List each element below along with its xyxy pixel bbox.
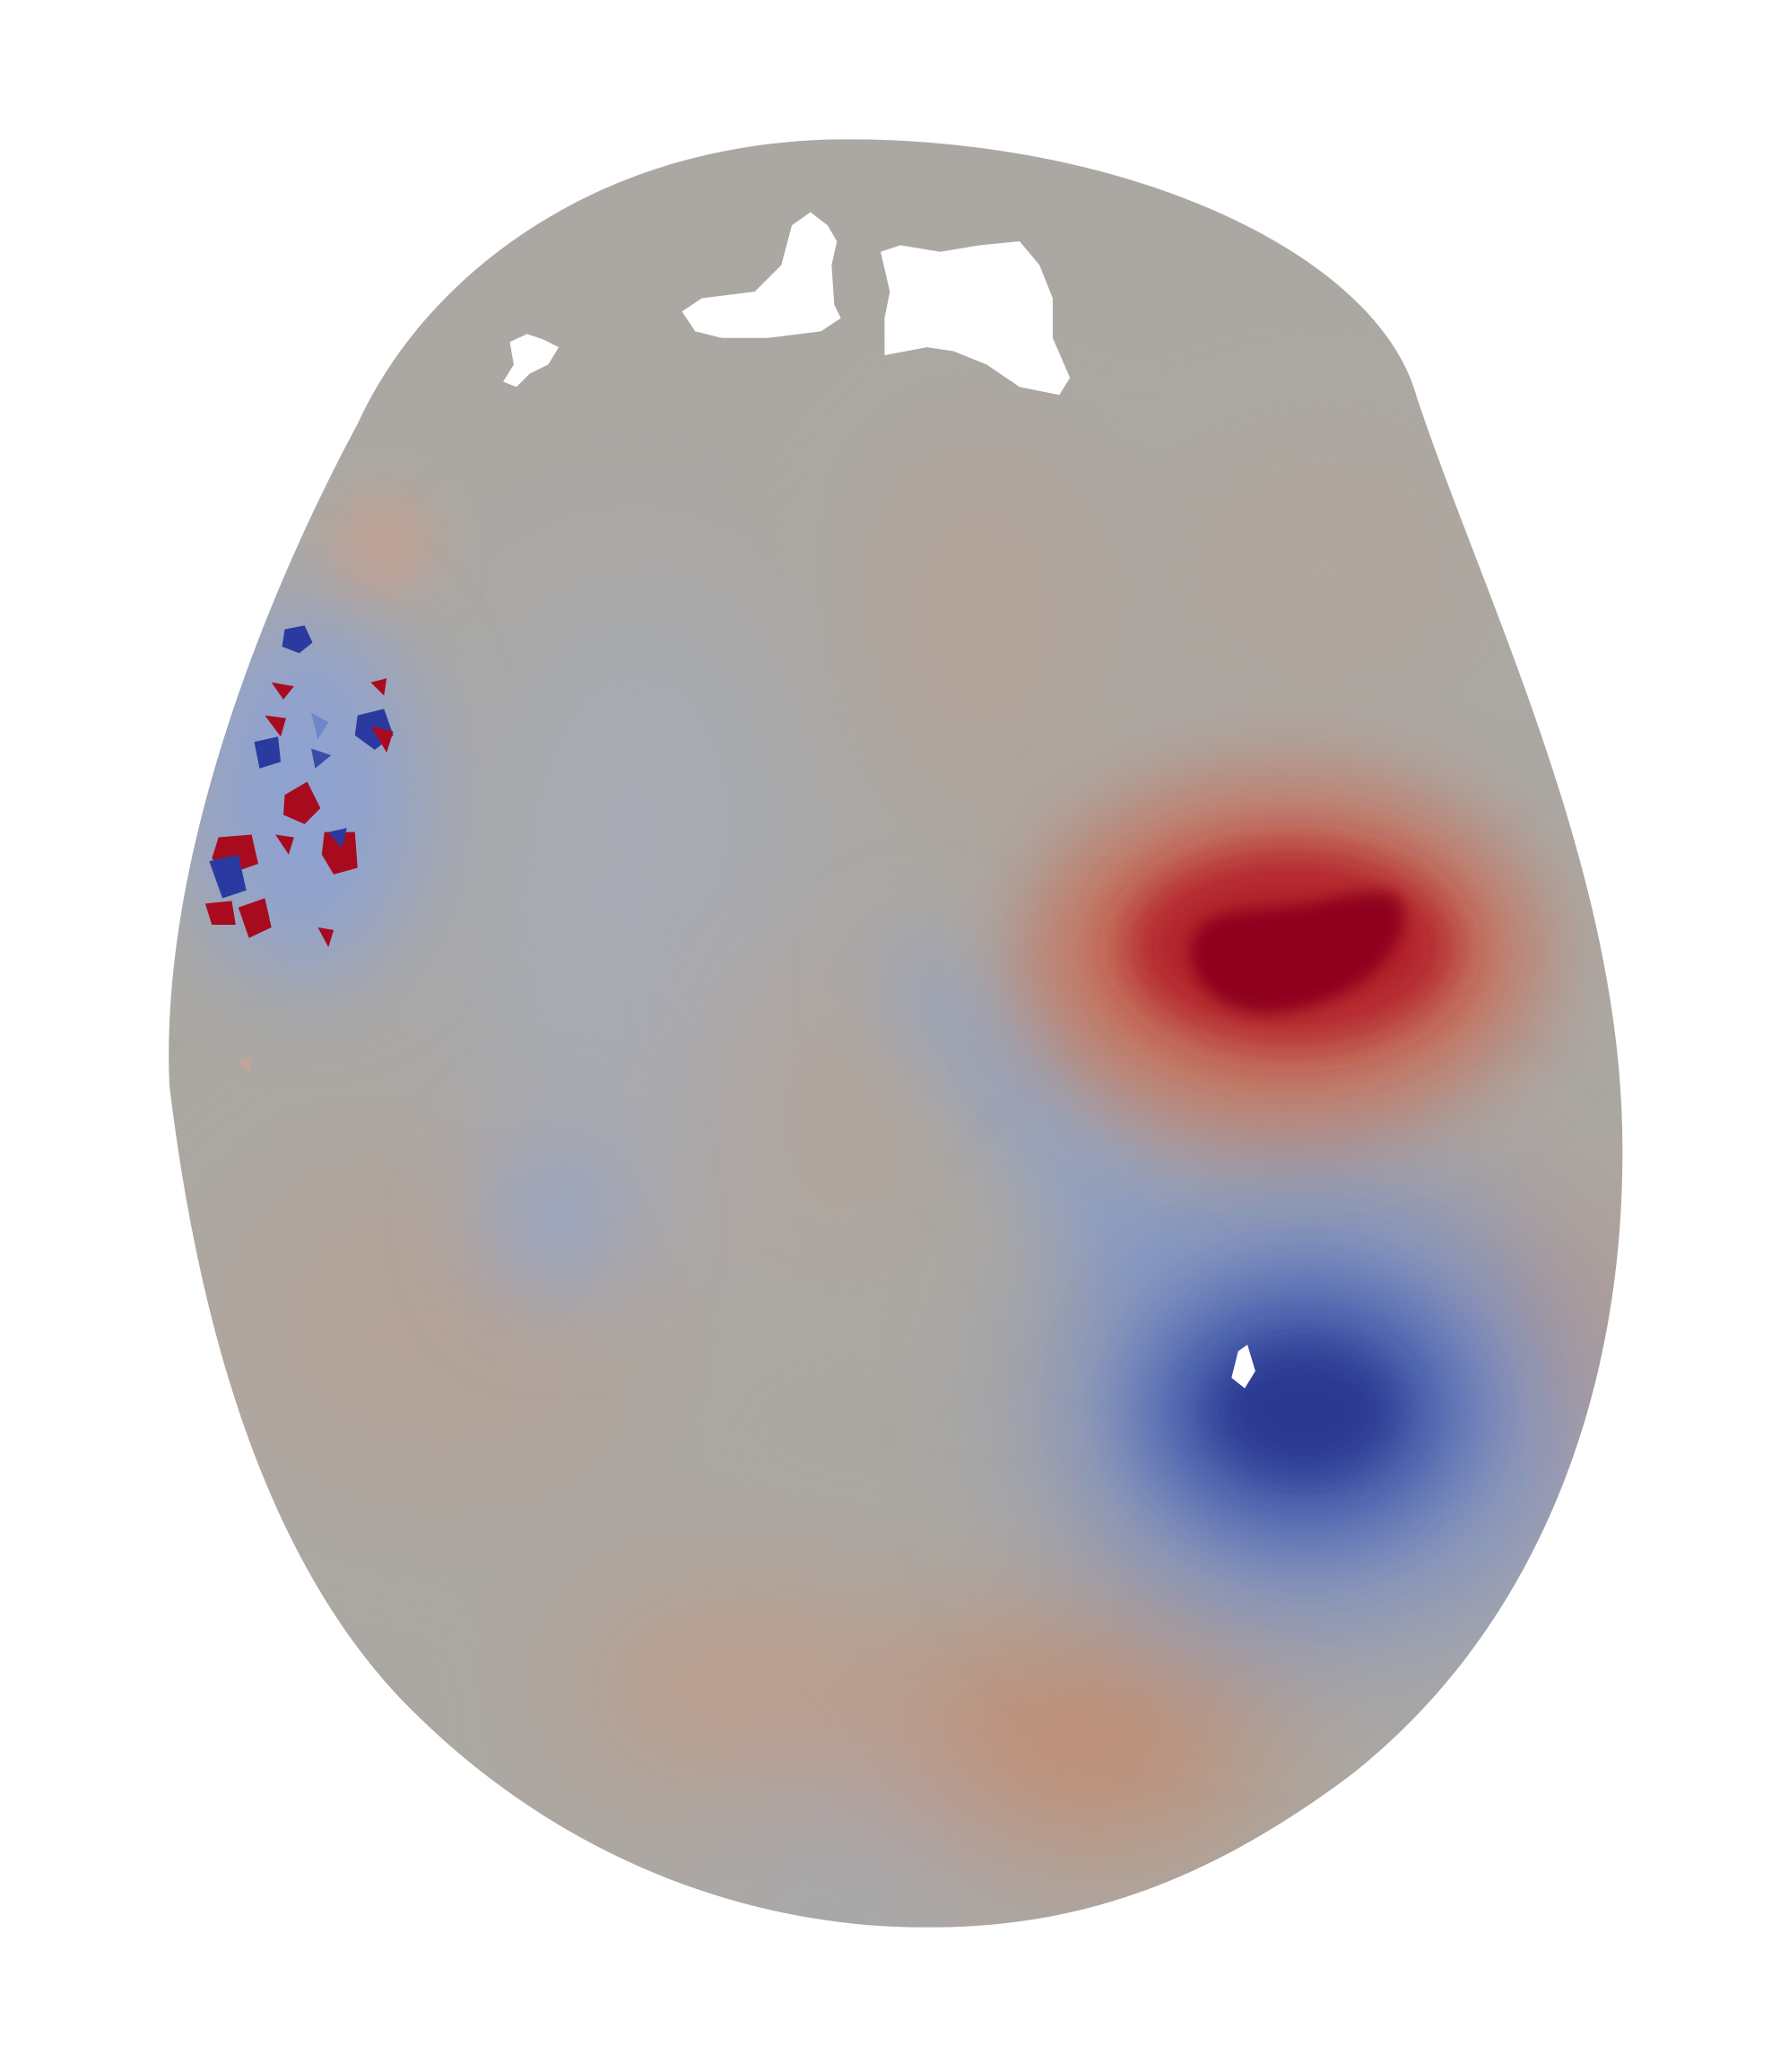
hole bbox=[503, 334, 560, 387]
positive-region bbox=[1032, 781, 1536, 1127]
hole bbox=[682, 212, 841, 338]
holes bbox=[503, 212, 1255, 1389]
hole bbox=[880, 240, 1071, 396]
artifact-speckles bbox=[204, 490, 438, 1076]
negative-region bbox=[1059, 1179, 1563, 1630]
hole bbox=[1231, 1345, 1255, 1389]
